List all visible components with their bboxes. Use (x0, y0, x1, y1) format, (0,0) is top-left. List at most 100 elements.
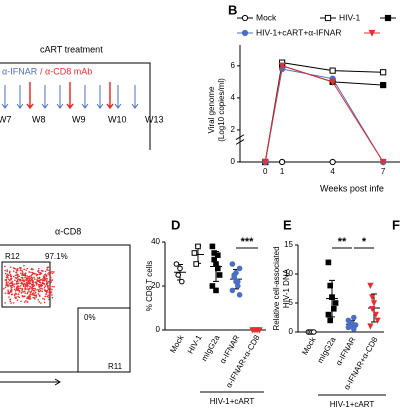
arrow (131, 85, 139, 109)
cell-dot (12, 302, 15, 304)
cell-dot (32, 280, 35, 283)
cell-dot (30, 271, 32, 274)
cell-dot (41, 288, 44, 290)
marker (349, 320, 355, 327)
week-label: W8 (32, 114, 46, 124)
cell-dot (48, 298, 50, 301)
cell-dot (24, 273, 26, 275)
arrow (16, 85, 24, 109)
cell-dot (26, 296, 29, 299)
mean-sd (192, 245, 204, 264)
y-axis-title: (Log10 copies/ml) (217, 78, 226, 142)
cell-dot (37, 293, 40, 295)
marker (329, 294, 335, 300)
y-tick-label: 2 (231, 125, 236, 134)
cell-dot (39, 288, 41, 290)
marker (279, 158, 286, 166)
cell-dot (20, 272, 22, 275)
cell-dot (48, 271, 50, 274)
cell-dot (38, 294, 41, 297)
cell-dot (9, 282, 11, 285)
cell-dot (43, 298, 46, 301)
cell-dot (16, 299, 19, 302)
cell-dot (51, 272, 54, 274)
cell-dot (11, 284, 14, 286)
cell-dot (48, 274, 51, 276)
cell-dot (28, 288, 31, 290)
cell-dot (46, 290, 48, 293)
cell-dot (41, 290, 44, 293)
cell-dot (27, 280, 30, 282)
cell-dot (4, 302, 6, 304)
marker (324, 14, 332, 22)
axis-arrow (0, 378, 61, 386)
marker (216, 272, 223, 278)
cell-dot (17, 282, 20, 285)
cell-dot (32, 283, 35, 285)
cell-dot (6, 275, 9, 278)
cell-dot (35, 294, 38, 296)
cell-dot (32, 272, 34, 275)
y-tick-label: 40 (151, 237, 160, 246)
cell-dot (22, 285, 25, 288)
cell-dot (28, 282, 31, 285)
cd8-title: α-CD8 (55, 226, 81, 236)
cell-dot (45, 274, 48, 277)
week-label: W7 (0, 114, 12, 124)
cell-dot (13, 285, 15, 288)
week-label: W9 (72, 114, 86, 124)
marker (193, 261, 199, 267)
cell-dot (30, 278, 33, 281)
cell-dot (50, 272, 52, 274)
axis (239, 45, 400, 163)
cell-dot (15, 286, 18, 288)
cell-dot (29, 278, 32, 280)
panel-label: B (228, 2, 237, 17)
cell-dot (18, 275, 20, 278)
marker (329, 67, 336, 74)
cell-dot (47, 285, 50, 287)
cell-dot (47, 266, 50, 268)
cell-dot (9, 291, 12, 293)
marker (367, 282, 374, 290)
cell-dot (6, 269, 9, 271)
marker (380, 81, 387, 89)
cell-dot (10, 290, 13, 292)
cell-dot (29, 293, 32, 296)
cell-dot (30, 290, 33, 293)
arrow (1, 85, 9, 109)
cell-dot (24, 290, 26, 292)
cell-dot (19, 287, 22, 290)
cell-dot (26, 291, 29, 294)
cell-dot (49, 280, 51, 282)
cell-dot (15, 268, 17, 270)
cell-dot (10, 277, 12, 280)
cell-dot (44, 285, 47, 287)
cell-dot (21, 281, 23, 284)
series-line (264, 68, 384, 163)
marker (236, 292, 243, 298)
cell-dot (46, 282, 48, 284)
marker (177, 265, 183, 272)
group-label: HIV-1+cART (210, 397, 255, 406)
cell-dot (9, 271, 11, 274)
cell-dot (15, 293, 18, 295)
cell-dot (21, 272, 24, 274)
cell-dot (24, 287, 26, 290)
cell-dot (14, 288, 16, 291)
cell-dot (47, 273, 49, 275)
marker (384, 14, 392, 22)
y-tick-label: 4 (231, 93, 236, 102)
cell-dot (15, 297, 17, 300)
cell-dot (37, 299, 39, 301)
cell-dot (20, 300, 22, 303)
cell-dot (44, 278, 47, 281)
cell-dot (17, 295, 19, 298)
cell-dot (51, 270, 53, 273)
cell-dot (26, 267, 29, 270)
x-tick-label: 7 (381, 167, 386, 176)
axis-break (235, 134, 245, 145)
cell-dot (46, 280, 48, 282)
cell-dot (47, 288, 50, 290)
week-label: W13 (145, 114, 164, 124)
